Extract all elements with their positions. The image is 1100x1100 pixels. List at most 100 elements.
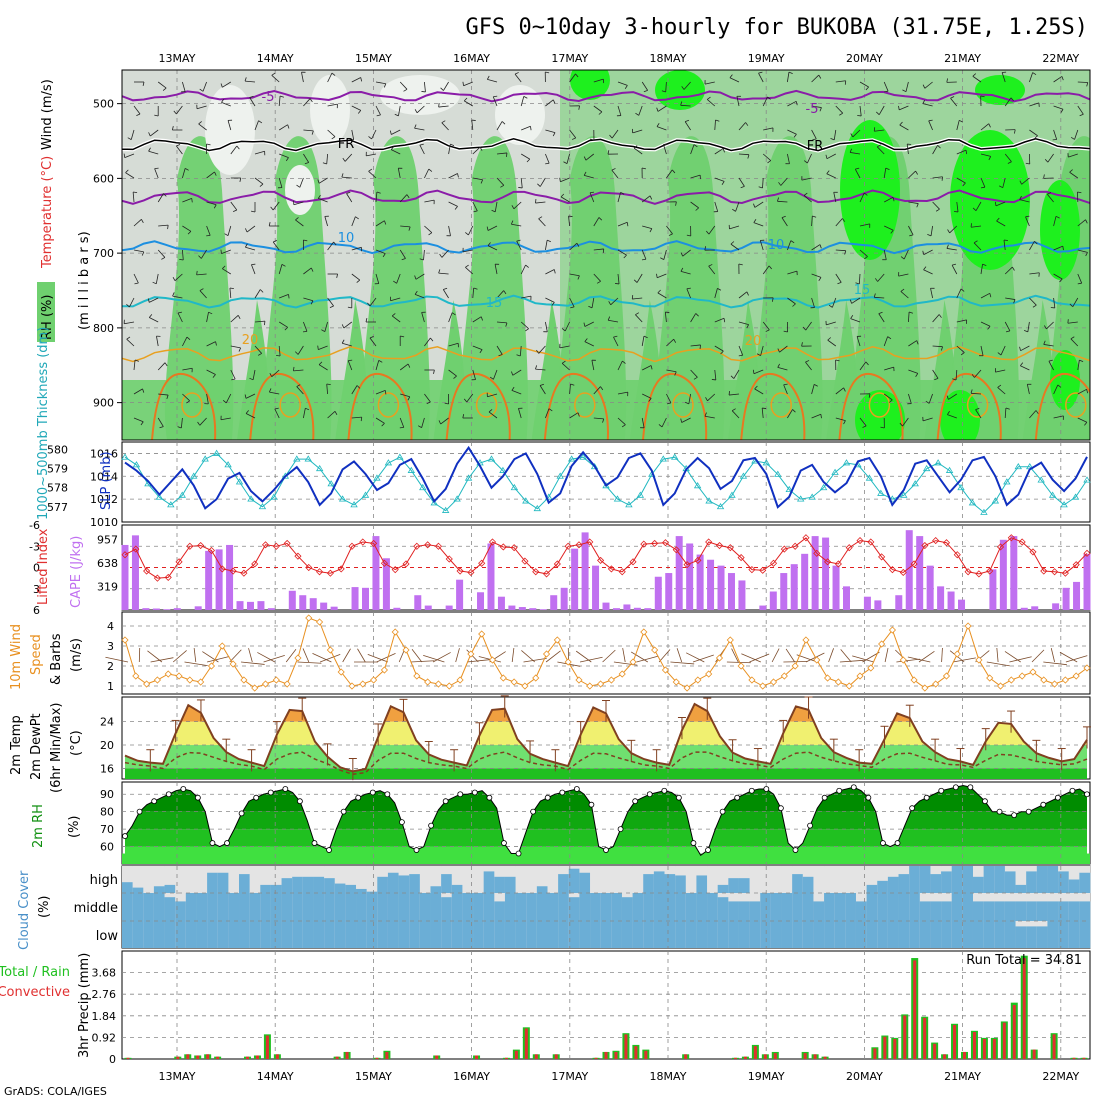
wind-barb [593,273,601,282]
wind-barb-flag [835,359,840,362]
wind-barb-flag [740,186,745,189]
wind-barb-flag [915,373,919,377]
cape-bar [633,607,641,610]
surface-barb [771,648,780,663]
precip-convective-bar [524,1028,528,1059]
li-marker [499,543,507,551]
temp-band-cool [125,768,1087,779]
wind-barb-flag [668,233,673,236]
wind-barb [301,72,304,83]
wind-barb [908,225,914,236]
wind-barb [642,365,652,371]
cape-bar [414,595,422,610]
cape-bar [612,608,620,610]
wind-barb-flag [1085,252,1088,257]
thickness-marker [396,453,404,460]
wind-tick: 1 [107,680,114,693]
wind-barb [199,417,207,426]
thickness-tick: 580 [47,444,68,457]
wind-barb-flag [1084,421,1088,426]
wind-barb-flag [561,360,566,364]
wind-barb [254,289,261,299]
wind-barb [641,336,645,347]
wind-barb [666,225,673,235]
wind-barb-flag [215,341,217,346]
wind-barb-flag [147,298,150,303]
wind-barb-flag [381,423,385,427]
cloud-cell [866,921,878,948]
cape-bar [445,605,453,610]
wind-barb-flag [626,222,629,227]
wind-barb-flag [623,254,627,259]
surface-barb [319,654,341,663]
rh-marker [428,822,434,829]
surface-barb [731,648,739,663]
rh-markers [122,784,1090,857]
wind-barb [780,177,788,186]
surface-barb [686,652,705,663]
wind-barb [805,321,812,331]
rh-marker [515,850,522,857]
wind-barb [1053,297,1056,308]
cloud-cell [877,921,889,948]
thickness-marker [590,462,599,470]
wind-barb-flag [302,330,308,333]
cape-bar [152,608,160,610]
wind-barb-flag [862,425,867,428]
wind-barb [690,201,699,209]
wind-barb-flag [198,255,202,259]
wind-barb-flag [707,96,711,100]
wind-barb-flag [641,167,647,170]
cloud-cell [962,921,974,948]
thickness-marker [579,453,587,460]
rh-mid-column [361,136,430,440]
wind-barb [681,417,691,423]
wind-barb [1000,345,1006,356]
wind-barb-flag [342,157,346,162]
wind-barb-flag [134,359,139,362]
wind-barb-flag [383,83,387,88]
surface-barb [1050,648,1055,663]
wind-barb [762,265,770,275]
wind-barb [923,269,933,275]
thickness-marker [361,491,370,498]
wind-marker [769,678,778,686]
wind-marker [488,656,497,664]
wind-barb-flag [148,314,153,318]
wind-barb [448,173,458,179]
cloud-cell [547,921,559,948]
cape-bar [1020,607,1028,610]
wind-barb-flag [1060,109,1064,113]
precip-convective-bar [345,1051,349,1059]
wind-barb-flag [849,148,853,153]
wind-barb-flag [341,324,345,329]
wind-barb-flag [224,233,229,236]
wind-barb [859,223,870,227]
wind-barb-flag [989,293,992,298]
wind-barb-flag [329,305,334,308]
wind-barb [327,411,336,419]
wind-barb [608,319,619,323]
wind-barb [1002,177,1006,188]
wind-barb-flag [276,355,281,357]
wind-barb-flag [952,378,957,381]
wind-barb [441,249,449,258]
day-label: 14MAY [257,1070,294,1083]
cape-bar [393,607,401,610]
wind-barb-flag [934,378,939,381]
wind-barb [1025,216,1030,227]
wind-barb-flag [578,105,580,110]
wind-barb-flag [535,365,538,370]
wind-barb-flag [179,259,184,261]
isotherm-25 [151,372,217,440]
wind-barb [279,294,289,299]
wind-marker [445,682,453,690]
contour-label: 20 [242,333,259,348]
wind-barb [731,410,740,419]
cape-bar [299,595,307,610]
surface-barb [630,651,649,663]
wind-barb [133,388,143,395]
wind-barb [182,225,192,232]
wind-barb [1053,129,1058,140]
